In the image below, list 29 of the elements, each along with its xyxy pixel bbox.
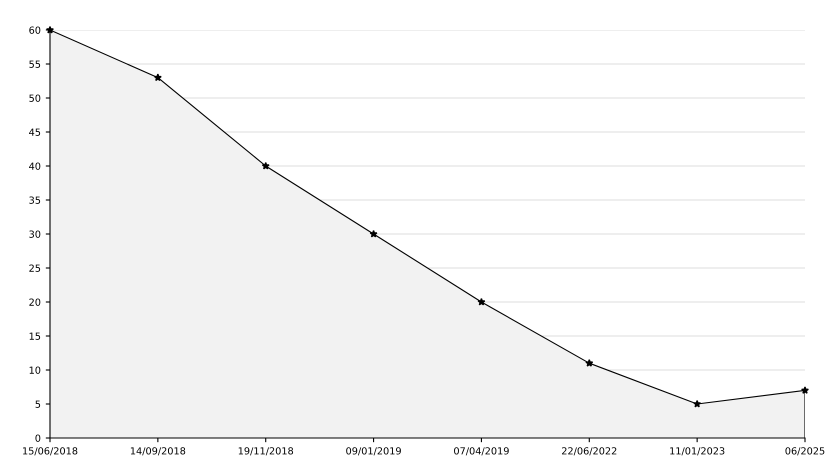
point <box>801 386 809 394</box>
y-tick-label: 45 <box>29 128 40 136</box>
y-tick-label: 35 <box>29 196 40 204</box>
x-tick-label: 06/2025 <box>785 447 824 456</box>
x-tick-label: 07/04/2019 <box>454 447 509 456</box>
x-tick-label: 19/11/2018 <box>238 447 294 456</box>
y-tick-label: 30 <box>29 230 40 238</box>
y-tick-label: 0 <box>35 434 40 442</box>
point <box>154 73 162 82</box>
point <box>46 26 54 34</box>
y-tick-label: 15 <box>30 332 40 340</box>
x-tick-label: 22/06/2022 <box>562 447 616 456</box>
x-tick-label: 15/06/2018 <box>23 447 78 456</box>
point <box>370 230 378 238</box>
y-tick-label: 20 <box>29 298 40 306</box>
x-tick-label: 09/01/2019 <box>346 447 401 456</box>
x-tick-label: 14/09/2018 <box>130 447 186 456</box>
x-tick-label: 11/01/2023 <box>670 447 724 456</box>
y-tick-label: 60 <box>29 26 40 34</box>
y-tick-label: 55 <box>29 60 40 68</box>
point <box>262 162 270 170</box>
y-tick-label: 25 <box>29 264 40 272</box>
y-tick-label: 50 <box>29 94 40 102</box>
point <box>477 298 486 306</box>
y-tick-label: 5 <box>36 400 40 408</box>
y-tick-label: 40 <box>29 162 40 170</box>
y-tick-label: 10 <box>30 366 40 374</box>
point <box>693 400 702 408</box>
point <box>585 359 594 367</box>
